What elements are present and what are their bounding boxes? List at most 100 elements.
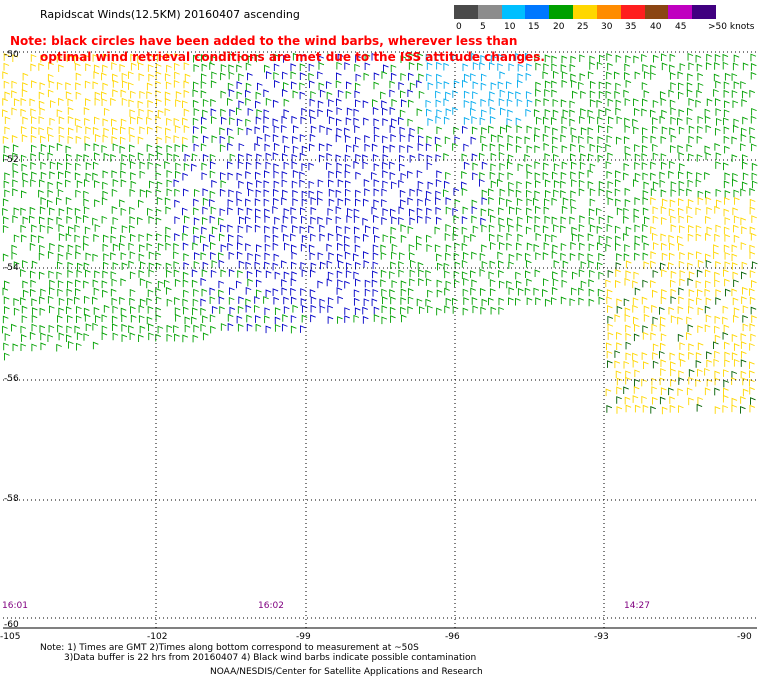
wind-barb — [4, 352, 10, 361]
wind-barb — [560, 296, 567, 305]
wind-barb — [47, 126, 53, 135]
wind-barb — [660, 135, 667, 144]
wind-barb — [93, 161, 99, 170]
wind-barb — [390, 72, 397, 81]
wind-barb — [606, 223, 613, 232]
wind-barb — [544, 80, 551, 89]
wind-barb — [688, 225, 694, 233]
wind-barb — [282, 314, 288, 322]
wind-barb — [174, 216, 181, 224]
wind-barb — [552, 278, 559, 287]
wind-barb — [444, 232, 451, 241]
wind-barb — [48, 324, 55, 333]
wind-barb — [112, 89, 118, 97]
wind-barb — [353, 314, 360, 323]
wind-barb — [443, 153, 449, 161]
wind-barb — [500, 126, 506, 135]
wind-barb — [714, 62, 720, 70]
wind-barb — [292, 225, 298, 233]
wind-barb — [499, 197, 505, 205]
wind-barb — [632, 395, 639, 403]
wind-barb — [173, 154, 180, 162]
wind-barb — [301, 163, 308, 171]
wind-barb — [128, 71, 134, 79]
wind-barb — [173, 269, 180, 278]
wind-barb — [751, 172, 758, 181]
wind-barb — [22, 280, 28, 289]
wind-barb — [381, 71, 388, 79]
wind-barb — [183, 306, 189, 315]
wind-barb — [173, 117, 180, 126]
wind-barb — [30, 63, 37, 72]
wind-barb — [551, 55, 558, 64]
wind-barb — [128, 260, 135, 269]
wind-barb — [130, 62, 137, 71]
wind-barb — [488, 224, 495, 233]
wind-barb — [650, 332, 657, 341]
wind-barb — [641, 82, 648, 90]
wind-barb — [345, 144, 352, 153]
wind-barb — [749, 206, 756, 215]
wind-barb — [704, 387, 711, 396]
wind-barb — [355, 198, 361, 207]
wind-barb — [525, 91, 532, 99]
wind-barb — [409, 188, 416, 197]
wind-barb — [183, 188, 189, 197]
wind-barb — [337, 253, 343, 262]
wind-barb — [606, 405, 613, 413]
wind-barb — [182, 334, 189, 343]
wind-barb — [112, 243, 119, 252]
wind-barb — [661, 62, 668, 71]
wind-barb — [174, 278, 181, 287]
wind-barb — [66, 153, 72, 162]
wind-barb — [173, 79, 180, 88]
wind-barb — [112, 127, 118, 135]
wind-barb — [65, 145, 72, 154]
wind-barb — [263, 296, 269, 304]
wind-barb — [435, 99, 442, 108]
wind-barb — [453, 215, 460, 224]
wind-barb — [354, 125, 360, 133]
wind-barb — [614, 280, 621, 288]
wind-barb — [183, 62, 190, 70]
wind-barb — [345, 188, 351, 197]
wind-barb — [733, 215, 740, 224]
wind-barb — [535, 62, 542, 71]
wind-barb — [193, 54, 199, 63]
wind-barb — [398, 206, 405, 215]
wind-barb — [263, 180, 270, 188]
wind-barb — [435, 216, 442, 225]
wind-barb — [544, 233, 551, 242]
wind-barb — [381, 199, 387, 207]
wind-barb — [572, 90, 578, 99]
wind-barb — [274, 324, 281, 332]
wind-barb — [138, 305, 145, 313]
wind-barb — [174, 62, 180, 71]
wind-barb — [255, 171, 261, 180]
wind-barb — [669, 64, 675, 73]
wind-barb — [544, 153, 551, 161]
wind-barb — [687, 278, 694, 286]
wind-barb — [66, 334, 72, 343]
wind-barb — [641, 352, 648, 360]
wind-barb — [218, 296, 225, 305]
wind-barb — [434, 53, 441, 61]
wind-barb — [336, 127, 342, 136]
wind-barb — [749, 370, 755, 378]
wind-barb — [22, 289, 29, 298]
wind-barb — [643, 242, 650, 251]
wind-barb — [65, 233, 72, 241]
wind-barb — [94, 97, 101, 106]
wind-barb — [65, 197, 72, 205]
wind-barb — [443, 116, 450, 125]
wind-barb — [599, 54, 605, 63]
wind-barb — [112, 79, 119, 88]
wind-barb — [353, 144, 359, 153]
wind-barb — [211, 179, 217, 188]
wind-barb — [354, 235, 361, 244]
wind-barb — [525, 72, 532, 81]
wind-barb — [20, 343, 27, 352]
wind-barb — [589, 115, 595, 124]
wind-barb — [74, 234, 81, 243]
wind-barb — [696, 297, 702, 305]
